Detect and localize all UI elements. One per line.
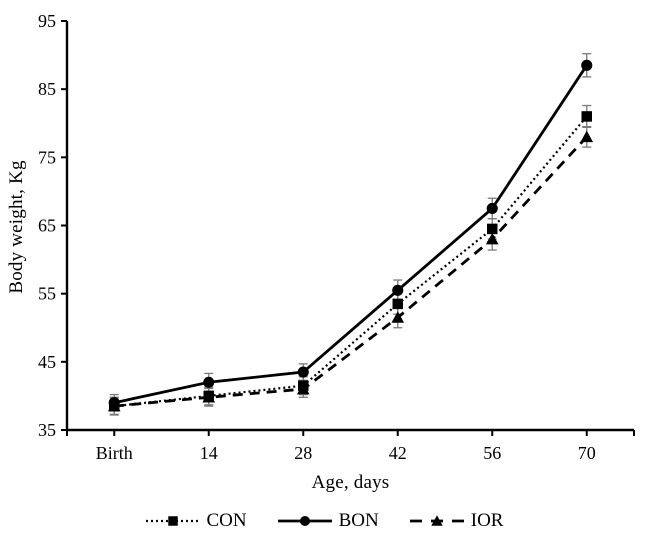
x-tick-label: 56 [483, 443, 501, 463]
chart-legend: CON BON IOR [0, 510, 648, 532]
marker-CON-70 [581, 111, 592, 122]
marker-BON-42 [392, 284, 404, 296]
series-line-IOR [114, 135, 588, 408]
marker-BON-Birth [108, 397, 120, 409]
y-tick-label: 75 [38, 147, 56, 167]
marker-BON-28 [297, 366, 309, 378]
y-tick-label: 95 [38, 11, 56, 31]
marker-IOR-14 [202, 390, 216, 403]
series-line-BON [113, 64, 588, 405]
y-tick-label: 85 [38, 79, 56, 99]
y-axis-title: Body weight, Kg [6, 160, 27, 294]
marker-IOR-42 [391, 311, 405, 323]
axes [65, 21, 634, 432]
y-tick-label: 55 [38, 284, 56, 304]
x-axis-title: Age, days [311, 472, 390, 493]
legend-item-IOR: IOR [409, 510, 504, 532]
marker-BON-56 [486, 202, 498, 215]
legend-label-IOR: IOR [470, 510, 504, 531]
legend-item-CON: CON [145, 510, 247, 532]
marker-CON-56 [487, 223, 498, 235]
x-tick-label: 14 [200, 443, 218, 463]
x-tick-label: 70 [578, 443, 596, 463]
legend-marker-IOR [431, 515, 443, 526]
legend-label-CON: CON [206, 510, 247, 531]
marker-CON-42 [392, 298, 403, 310]
marker-BON-14 [203, 376, 215, 388]
legend-dashed-triangle-icon [409, 515, 464, 526]
marker-BON-70 [581, 59, 593, 71]
marker-IOR-70 [580, 130, 594, 143]
legend-label-BON: BON [338, 510, 379, 531]
legend-solid-circle-icon [277, 515, 332, 527]
x-tick-label: 28 [294, 443, 312, 463]
y-tick-label: 45 [38, 352, 56, 372]
x-tick-label: Birth [96, 443, 133, 463]
y-tick-label: 65 [38, 216, 56, 236]
legend-marker-BON [299, 515, 310, 527]
legend-marker-CON [167, 516, 178, 526]
legend-dotted-square-icon [145, 516, 200, 526]
x-tick-label: 42 [389, 443, 407, 463]
marker-IOR-28 [296, 382, 310, 395]
series-line-CON [114, 115, 588, 408]
legend-item-BON: BON [277, 510, 379, 532]
y-tick-label: 35 [38, 420, 56, 440]
marker-IOR-56 [485, 232, 499, 245]
